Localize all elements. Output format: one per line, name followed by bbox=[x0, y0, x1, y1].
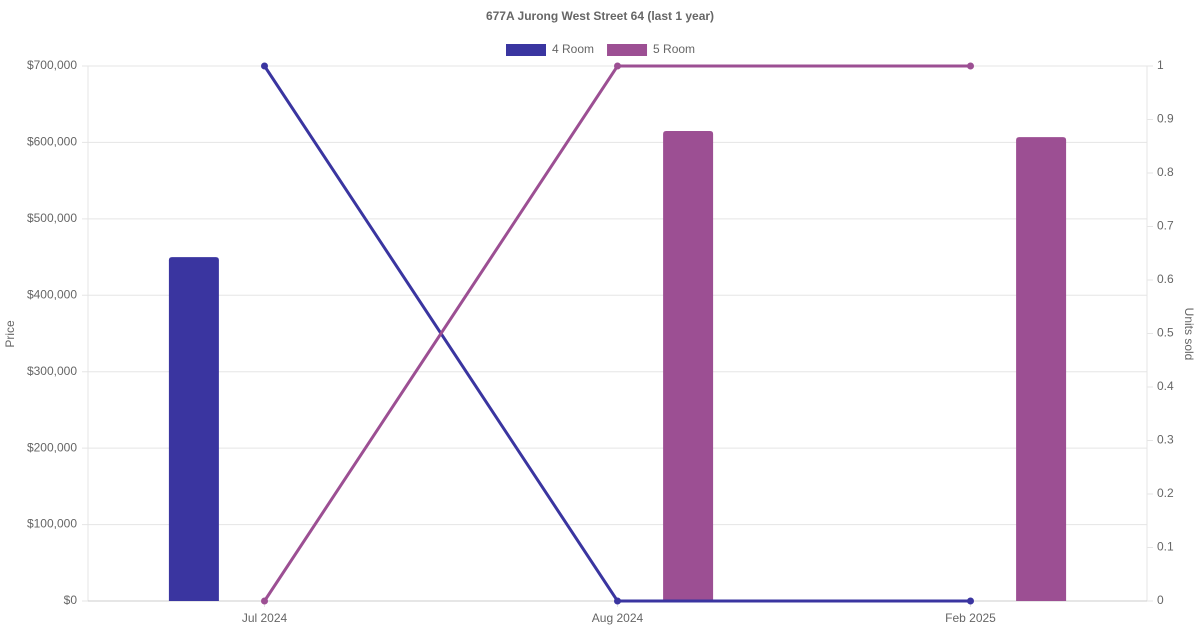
y-tick-label: $200,000 bbox=[27, 440, 77, 454]
y2-tick-label: 0.9 bbox=[1157, 112, 1174, 126]
y2-tick-label: 0.2 bbox=[1157, 486, 1174, 500]
bar bbox=[663, 130, 714, 601]
y-tick-label: $300,000 bbox=[27, 364, 77, 378]
y2-tick-label: 0.5 bbox=[1157, 326, 1174, 340]
point bbox=[967, 62, 974, 70]
y2-tick-label: 0.1 bbox=[1157, 540, 1174, 554]
legend-label: 4 Room bbox=[552, 42, 594, 56]
y2-tick-label: 0.8 bbox=[1157, 165, 1174, 179]
legend-label: 5 Room bbox=[653, 42, 695, 56]
x-tick-label: Jul 2024 bbox=[242, 611, 288, 625]
chart-title: 677A Jurong West Street 64 (last 1 year) bbox=[486, 9, 714, 23]
legend-swatch bbox=[506, 44, 546, 56]
y2-tick-label: 0.7 bbox=[1157, 219, 1174, 233]
y-tick-label: $400,000 bbox=[27, 287, 77, 301]
point bbox=[261, 597, 268, 605]
point bbox=[261, 62, 268, 70]
y-tick-label: $700,000 bbox=[27, 58, 77, 72]
y2-tick-label: 0.6 bbox=[1157, 272, 1174, 286]
y-axis-title: Price bbox=[3, 320, 17, 348]
y-tick-label: $0 bbox=[64, 593, 78, 607]
legend-swatch bbox=[607, 44, 648, 56]
point bbox=[614, 62, 621, 70]
line bbox=[263, 65, 971, 603]
y2-tick-label: 1 bbox=[1157, 58, 1164, 72]
y2-axis-title: Units sold bbox=[1182, 308, 1196, 361]
point bbox=[614, 597, 621, 605]
y-tick-label: $100,000 bbox=[27, 517, 77, 531]
y2-tick-label: 0.4 bbox=[1157, 379, 1174, 393]
bar bbox=[168, 257, 219, 601]
line bbox=[263, 64, 971, 602]
y-tick-label: $500,000 bbox=[27, 211, 77, 225]
bar bbox=[1016, 137, 1067, 602]
y-tick-label: $600,000 bbox=[27, 135, 77, 149]
y2-tick-label: 0.3 bbox=[1157, 433, 1174, 447]
x-tick-label: Feb 2025 bbox=[945, 611, 996, 625]
y2-tick-label: 0 bbox=[1157, 593, 1164, 607]
point bbox=[967, 597, 974, 605]
x-tick-label: Aug 2024 bbox=[592, 611, 644, 625]
